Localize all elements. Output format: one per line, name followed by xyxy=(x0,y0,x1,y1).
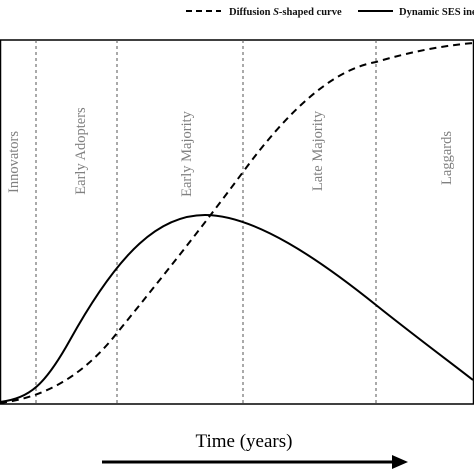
legend-inequality-label: Dynamic SES inequality xyxy=(399,7,474,18)
phase-label-laggards: Laggards xyxy=(439,131,455,185)
time-arrow-head-icon xyxy=(392,455,408,469)
diffusion-s-curve xyxy=(0,42,474,404)
ses-inequality-curve xyxy=(0,213,474,403)
legend-diffusion-label: Diffusion S-shaped curve xyxy=(229,7,342,18)
phase-label-late-majority: Late Majority xyxy=(310,110,326,191)
phase-label-early-adopters: Early Adopters xyxy=(73,107,89,195)
legend: Diffusion S-shaped curve Dynamic SES ine… xyxy=(186,7,474,18)
plot-frame xyxy=(0,39,474,405)
phase-label-innovators: Innovators xyxy=(6,131,22,193)
x-axis-label: Time (years) xyxy=(196,431,293,452)
phase-label-early-majority: Early Majority xyxy=(179,110,195,197)
